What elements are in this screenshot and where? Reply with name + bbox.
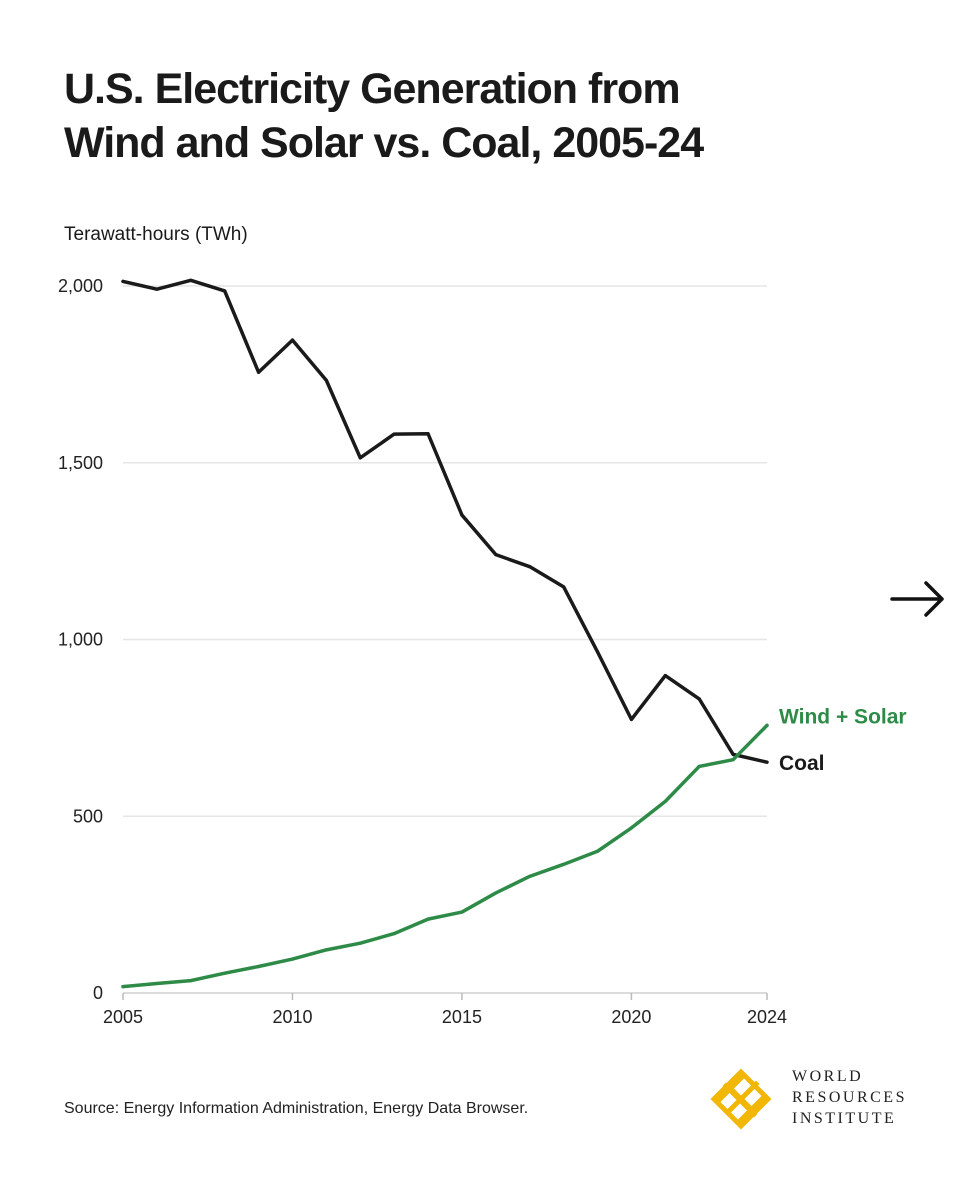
data-point-wind-solar: [663, 799, 667, 804]
y-tick-label: 2,000: [58, 276, 103, 296]
chart-title: U.S. Electricity Generation from Wind an…: [64, 62, 764, 170]
logo-line-1: WORLD: [792, 1068, 864, 1085]
data-point-wind-solar: [562, 862, 566, 866]
data-point-coal: [223, 289, 227, 293]
x-tick-label: 2005: [103, 1007, 143, 1027]
data-point-coal: [392, 432, 396, 436]
data-point-coal: [358, 456, 362, 460]
data-point-wind-solar: [392, 932, 396, 936]
series-line-coal: [121, 278, 769, 764]
data-point-coal: [528, 565, 532, 569]
series-label-coal: Coal: [779, 752, 825, 775]
data-point-coal: [562, 585, 566, 589]
y-axis-label: Terawatt-hours (TWh): [64, 224, 248, 245]
data-point-wind-solar: [494, 891, 498, 895]
source-note: Source: Energy Information Administratio…: [64, 1100, 529, 1117]
data-point-coal: [460, 513, 464, 517]
grid-lines: [123, 285, 767, 994]
x-tick-label: 2010: [272, 1007, 312, 1027]
data-point-coal: [324, 378, 328, 382]
data-point-coal: [189, 278, 193, 282]
data-point-coal: [290, 338, 295, 342]
data-point-coal: [426, 432, 430, 436]
series-lines: [121, 278, 769, 989]
data-point-wind-solar: [290, 957, 295, 961]
x-tick-label: 2015: [442, 1007, 482, 1027]
data-point-wind-solar: [629, 826, 634, 830]
data-point-coal: [731, 752, 735, 756]
logo-line-2: RESOURCES: [792, 1089, 907, 1106]
y-axis-ticks: 0 500 1,000 1,500 2,000: [58, 276, 103, 1003]
series-label-wind-solar: Wind + Solar: [779, 705, 907, 728]
data-point-wind-solar: [256, 964, 261, 969]
data-point-coal: [155, 287, 159, 291]
data-point-coal: [697, 697, 701, 701]
y-tick-label: 500: [73, 806, 103, 826]
y-tick-label: 0: [93, 983, 103, 1003]
data-point-coal: [765, 760, 769, 764]
data-point-coal: [595, 650, 600, 654]
y-tick-label: 1,000: [58, 630, 103, 650]
data-point-coal: [256, 370, 261, 374]
y-tick-label: 1,500: [58, 453, 103, 473]
data-point-wind-solar: [460, 910, 464, 914]
data-point-wind-solar: [765, 723, 769, 728]
data-point-wind-solar: [121, 985, 125, 989]
x-tick-label: 2024: [747, 1007, 787, 1027]
data-point-wind-solar: [155, 981, 159, 986]
data-point-wind-solar: [426, 917, 430, 921]
next-slide-button[interactable]: [890, 578, 946, 620]
data-point-wind-solar: [528, 874, 532, 878]
chart-title-line-1: U.S. Electricity Generation from: [64, 65, 681, 113]
data-point-wind-solar: [189, 979, 193, 983]
logo-line-3: INSTITUTE: [792, 1110, 897, 1127]
data-point-wind-solar: [595, 849, 600, 853]
data-point-coal: [121, 279, 125, 284]
chart-title-line-2: Wind and Solar vs. Coal, 2005-24: [64, 119, 704, 167]
series-labels: Coal Wind + Solar: [779, 705, 907, 775]
data-point-coal: [663, 673, 667, 678]
wri-logo-mark-icon: [710, 1068, 772, 1130]
data-point-coal: [629, 717, 634, 721]
x-axis-ticks: 2005 2010 2015 2020 2024: [103, 993, 787, 1027]
data-point-wind-solar: [324, 948, 328, 952]
wri-logo-text: WORLD RESOURCES INSTITUTE: [792, 1066, 907, 1129]
data-point-wind-solar: [697, 764, 701, 769]
wri-logo: WORLD RESOURCES INSTITUTE: [706, 1064, 906, 1134]
data-point-wind-solar: [731, 758, 735, 762]
x-tick-label: 2020: [611, 1007, 651, 1027]
data-point-wind-solar: [358, 941, 362, 945]
arrow-right-icon: [890, 581, 944, 617]
data-point-wind-solar: [223, 971, 227, 975]
series-line-wind-solar: [121, 723, 769, 989]
data-point-coal: [494, 553, 498, 557]
line-chart: 0 500 1,000 1,500 2,000 2005 2010 2015 2020 2024…: [58, 276, 907, 1027]
